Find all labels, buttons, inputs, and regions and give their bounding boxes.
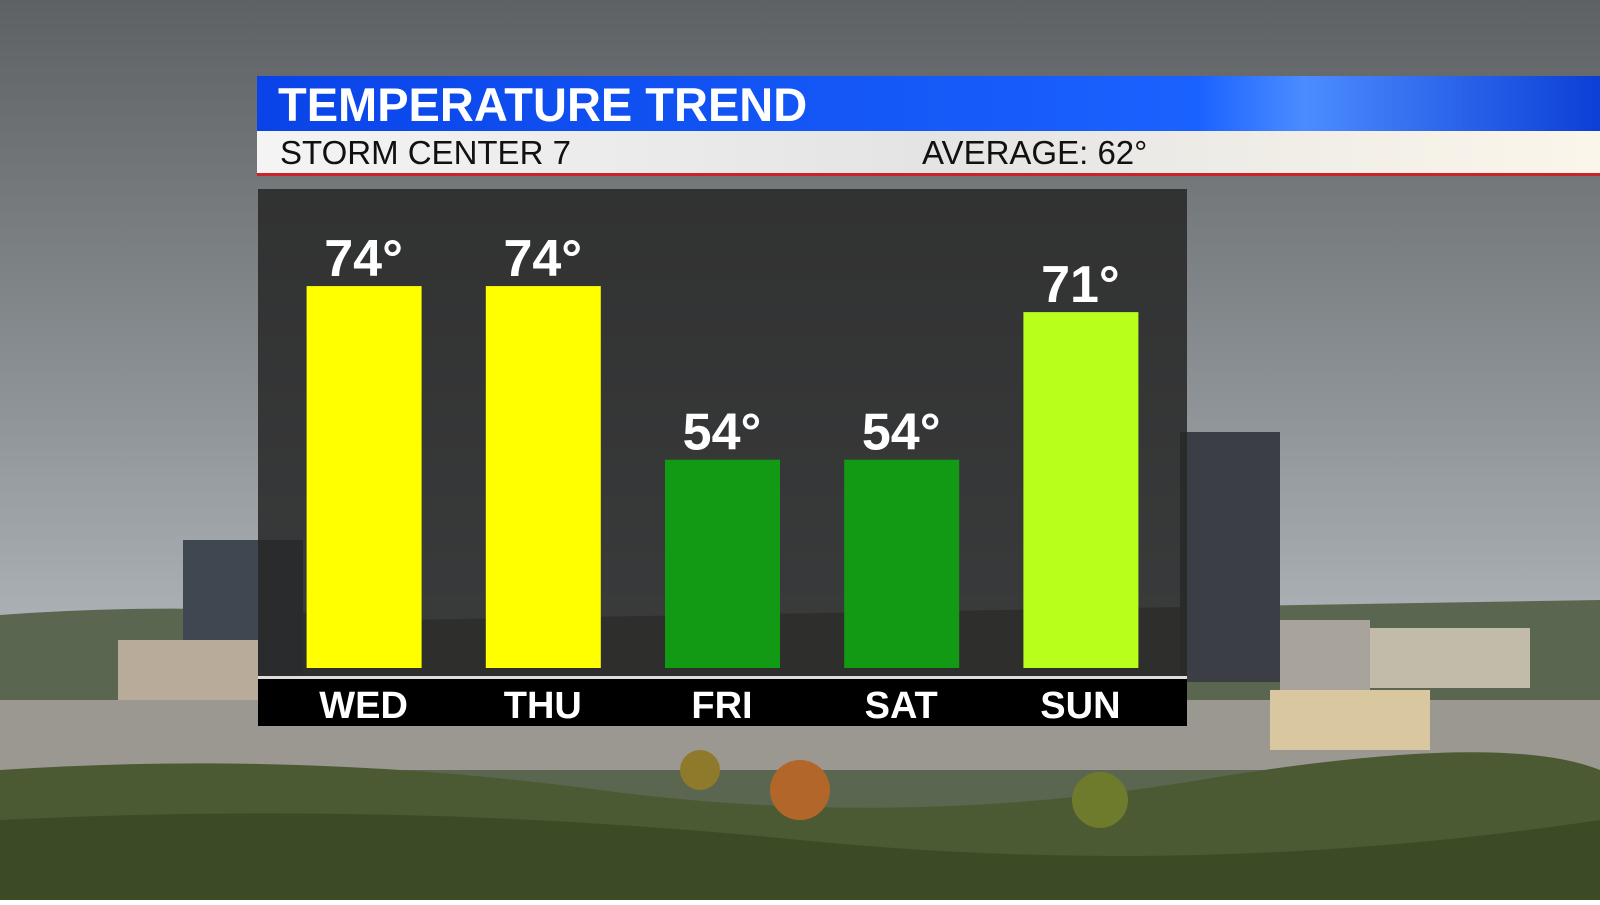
category-band bbox=[258, 678, 1187, 726]
average-annotation: AVERAGE: 62° bbox=[922, 134, 1147, 171]
value-label: 71° bbox=[1041, 256, 1120, 314]
value-label: 74° bbox=[324, 230, 403, 288]
bar bbox=[665, 459, 780, 668]
title-bar bbox=[257, 76, 1600, 131]
x-tick-label: FRI bbox=[691, 685, 752, 727]
baseline bbox=[258, 676, 1187, 679]
value-label: 74° bbox=[503, 230, 582, 288]
x-tick-label: WED bbox=[319, 685, 408, 727]
x-tick-label: SUN bbox=[1040, 685, 1120, 727]
chart-title: TEMPERATURE TREND bbox=[278, 78, 807, 131]
value-label: 54° bbox=[683, 404, 762, 462]
subtitle-bar bbox=[257, 131, 1600, 174]
bar bbox=[844, 459, 960, 668]
bar bbox=[1023, 312, 1139, 668]
x-tick-label: THU bbox=[504, 685, 582, 727]
value-label: 54° bbox=[862, 404, 941, 462]
x-tick-label: SAT bbox=[865, 685, 938, 727]
chart-subtitle: STORM CENTER 7 bbox=[280, 134, 571, 171]
bar bbox=[485, 286, 601, 668]
skyline bbox=[0, 432, 1600, 900]
bar bbox=[306, 286, 422, 668]
subtitle-rule bbox=[257, 173, 1600, 176]
